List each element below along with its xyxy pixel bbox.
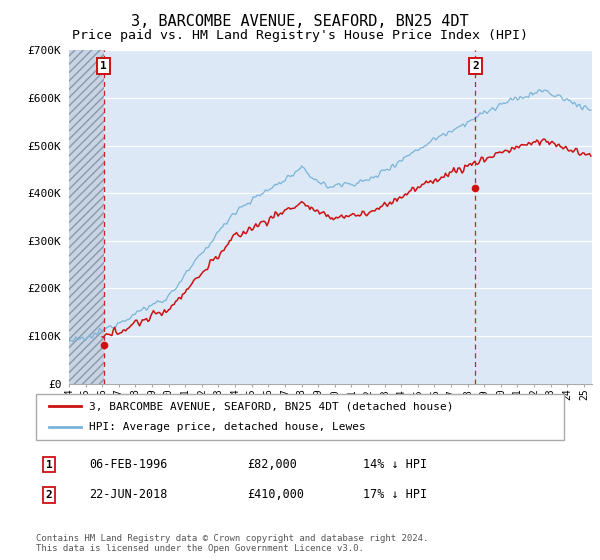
Text: 1: 1 [46, 460, 53, 470]
Text: £82,000: £82,000 [247, 458, 297, 471]
Text: 06-FEB-1996: 06-FEB-1996 [89, 458, 167, 471]
Text: 3, BARCOMBE AVENUE, SEAFORD, BN25 4DT (detached house): 3, BARCOMBE AVENUE, SEAFORD, BN25 4DT (d… [89, 401, 454, 411]
Text: £410,000: £410,000 [247, 488, 304, 501]
Text: 1: 1 [100, 60, 107, 71]
Text: 2: 2 [472, 60, 479, 71]
Text: 17% ↓ HPI: 17% ↓ HPI [364, 488, 427, 501]
Bar [69, 50, 104, 384]
Text: Contains HM Land Registry data © Crown copyright and database right 2024.
This d: Contains HM Land Registry data © Crown c… [36, 534, 428, 553]
Text: 2: 2 [46, 490, 53, 500]
Text: 22-JUN-2018: 22-JUN-2018 [89, 488, 167, 501]
Text: Price paid vs. HM Land Registry's House Price Index (HPI): Price paid vs. HM Land Registry's House … [72, 29, 528, 42]
Text: 14% ↓ HPI: 14% ↓ HPI [364, 458, 427, 471]
FancyBboxPatch shape [36, 394, 564, 440]
Text: HPI: Average price, detached house, Lewes: HPI: Average price, detached house, Lewe… [89, 422, 365, 432]
Text: 3, BARCOMBE AVENUE, SEAFORD, BN25 4DT: 3, BARCOMBE AVENUE, SEAFORD, BN25 4DT [131, 14, 469, 29]
